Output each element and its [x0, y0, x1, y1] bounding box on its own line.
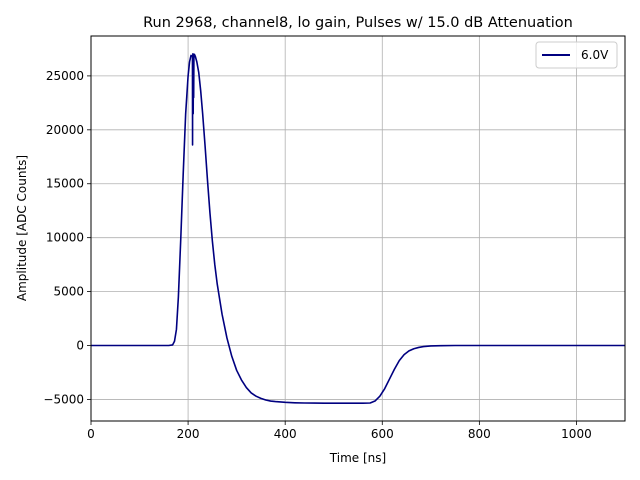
x-tick-label: 200 [177, 427, 200, 441]
y-axis-ticks: −5000 0 5000 10000 15000 20000 25000 [43, 69, 91, 406]
x-axis-ticks: 0 200 400 600 800 1000 [87, 421, 592, 441]
x-axis-label: Time [ns] [329, 451, 386, 465]
x-tick-label: 400 [274, 427, 297, 441]
y-tick-label: 15000 [46, 177, 84, 191]
x-tick-label: 600 [371, 427, 394, 441]
y-tick-label: 20000 [46, 123, 84, 137]
legend-box [535, 41, 618, 69]
y-tick-label: 10000 [46, 231, 84, 245]
y-tick-label: 0 [76, 339, 84, 353]
y-tick-label: −5000 [43, 392, 84, 406]
legend: 6.0V [535, 41, 618, 69]
series-line [91, 52, 625, 405]
y-tick-label: 25000 [46, 69, 84, 83]
series-group [91, 52, 625, 405]
gridlines [90, 36, 625, 421]
x-tick-label: 0 [87, 427, 95, 441]
x-tick-label: 1000 [561, 427, 592, 441]
x-tick-label: 800 [468, 427, 491, 441]
plot-area-frame [90, 35, 626, 422]
y-axis-label: Amplitude [ADC Counts] [15, 155, 29, 301]
legend-label: 6.0V [581, 48, 609, 62]
chart-title: Run 2968, channel8, lo gain, Pulses w/ 1… [143, 15, 573, 31]
y-tick-label: 5000 [53, 285, 84, 299]
